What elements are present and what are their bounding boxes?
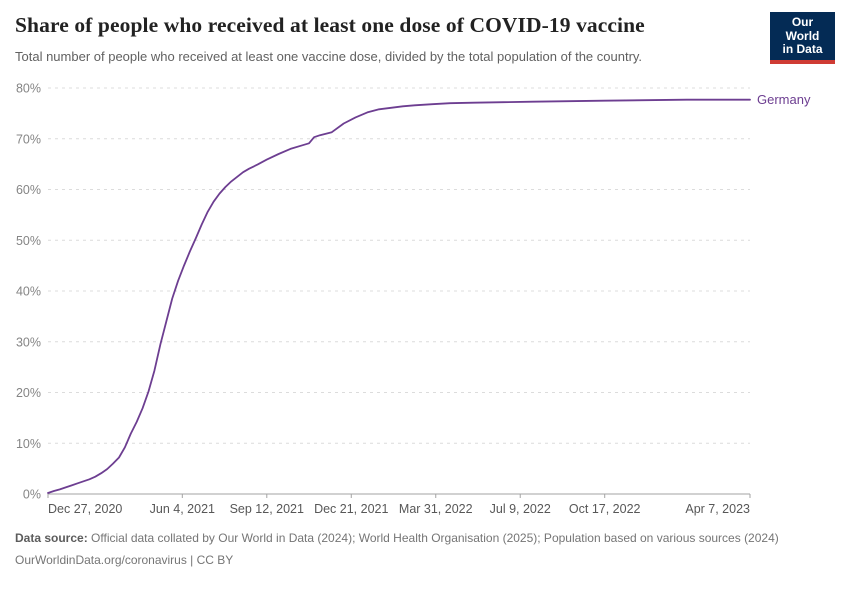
chart-title: Share of people who received at least on… [15, 13, 645, 37]
y-axis-tick-label: 30% [16, 335, 41, 349]
x-axis-tick-label: Oct 17, 2022 [569, 502, 641, 516]
y-axis-tick-label: 40% [16, 285, 41, 299]
owid-logo-line2: in Data [782, 42, 823, 56]
y-axis-tick-label: 80% [16, 82, 41, 96]
line-chart-plot: 0% 10% 20% 30% 40% 50% 60% 70% 80% Dec 27, 2020 Ju… [16, 82, 811, 517]
owid-logo-line1: Our World [785, 15, 820, 43]
x-axis-tick-label: Jul 9, 2022 [490, 502, 551, 516]
license-note: OurWorldinData.org/coronavirus | CC BY [15, 553, 234, 567]
x-axis-tick-label: Apr 7, 2023 [685, 502, 750, 516]
y-axis-tick-label: 20% [16, 386, 41, 400]
owid-logo: Our World in Data [770, 12, 835, 64]
y-axis-tick-label: 10% [16, 437, 41, 451]
y-axis-tick-label: 50% [16, 234, 41, 248]
x-axis-tick-label: Sep 12, 2021 [230, 502, 304, 516]
data-source-text: Official data collated by Our World in D… [91, 531, 779, 545]
x-axis-tick-label: Dec 27, 2020 [48, 502, 122, 516]
chart-footer: Data source: Official data collated by O… [15, 530, 820, 568]
x-axis-tick-label: Dec 21, 2021 [314, 502, 388, 516]
y-axis-tick-label: 70% [16, 132, 41, 146]
y-axis-tick-label: 60% [16, 183, 41, 197]
chart-subtitle: Total number of people who received at l… [15, 49, 643, 64]
data-source-note: Data source: Official data collated by O… [15, 530, 820, 546]
x-axis-tick-label: Mar 31, 2022 [399, 502, 473, 516]
series-line-germany [47, 98, 751, 494]
x-axis-tick-label: Jun 4, 2021 [150, 502, 215, 516]
series-end-label: Germany [757, 92, 811, 107]
data-source-label: Data source: [15, 531, 88, 545]
y-axis-tick-label: 0% [23, 488, 41, 502]
